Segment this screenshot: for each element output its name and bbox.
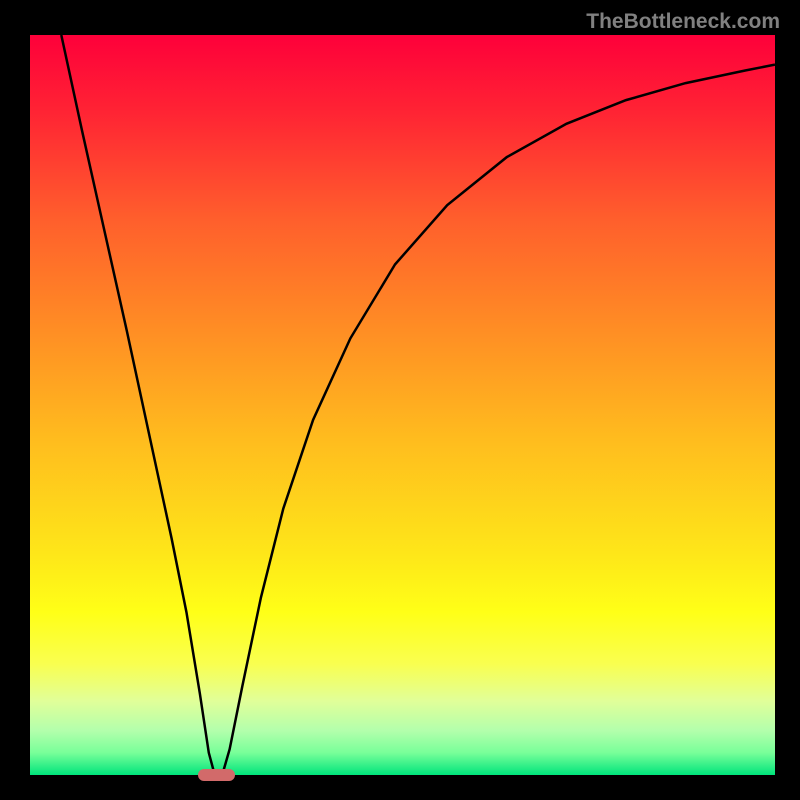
watermark-text: TheBottleneck.com <box>586 10 780 34</box>
chart-plot-area <box>30 35 775 775</box>
chart-background-gradient <box>30 35 775 775</box>
chart-minimum-marker <box>198 769 235 780</box>
